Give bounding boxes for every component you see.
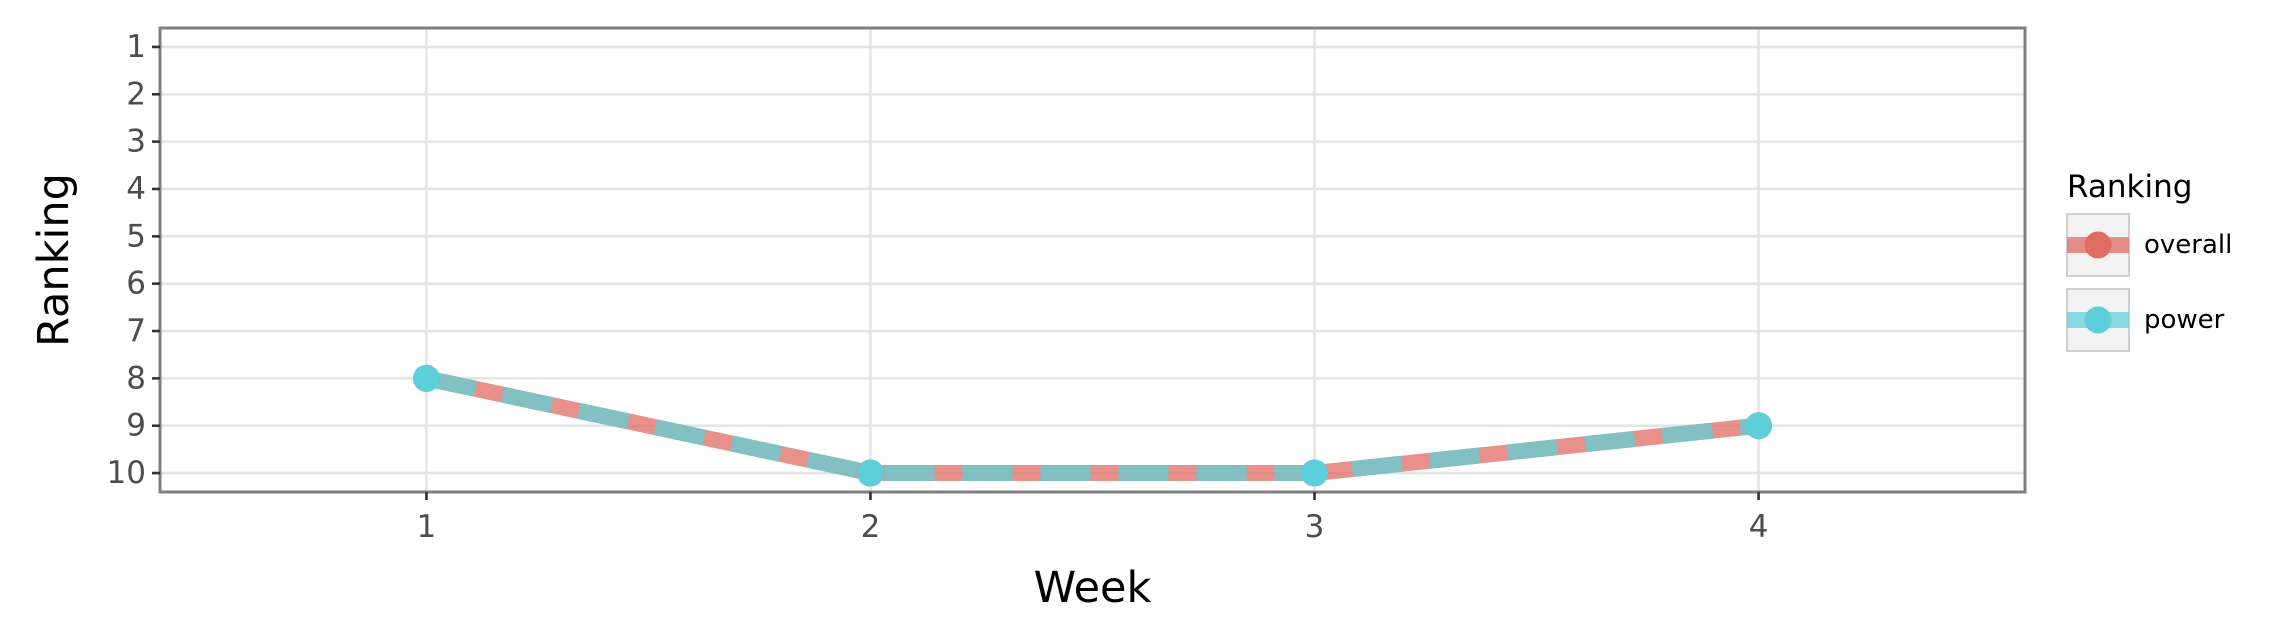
axes: 1 2 3 4 5 6 7 8 9 10 1 2 3 4: [107, 29, 1769, 545]
x-axis-title: Week: [1034, 563, 1152, 613]
x-tick-label: 3: [1305, 509, 1325, 545]
x-tick-label: 2: [861, 509, 881, 545]
y-tick-label: 10: [107, 455, 146, 491]
y-tick-label: 7: [126, 313, 146, 349]
legend: Ranking overall power: [2066, 169, 2232, 352]
point-power: [1745, 412, 1773, 440]
legend-point-power: [2084, 306, 2112, 334]
x-tick-label: 4: [1749, 509, 1769, 545]
panel-border: [158, 26, 2027, 494]
series-layer: [412, 364, 1773, 487]
y-tick-label: 6: [126, 266, 146, 302]
y-tick-label: 8: [126, 360, 146, 396]
legend-label-overall: overall: [2144, 230, 2232, 260]
point-power: [856, 459, 884, 487]
y-tick-label: 1: [126, 29, 146, 65]
y-tick-label: 3: [126, 124, 146, 160]
legend-title: Ranking: [2067, 169, 2192, 205]
legend-label-power: power: [2144, 305, 2225, 335]
series-line-blend: [424, 370, 1760, 482]
x-tick-label: 1: [417, 509, 437, 545]
y-tick-label: 5: [126, 218, 146, 254]
point-power: [1301, 459, 1329, 487]
y-axis-title: Ranking: [29, 173, 79, 347]
y-tick-label: 9: [126, 408, 146, 444]
y-tick-label: 4: [126, 171, 146, 207]
legend-point-overall: [2084, 231, 2112, 259]
y-tick-label: 2: [126, 76, 146, 112]
point-power: [412, 364, 440, 392]
